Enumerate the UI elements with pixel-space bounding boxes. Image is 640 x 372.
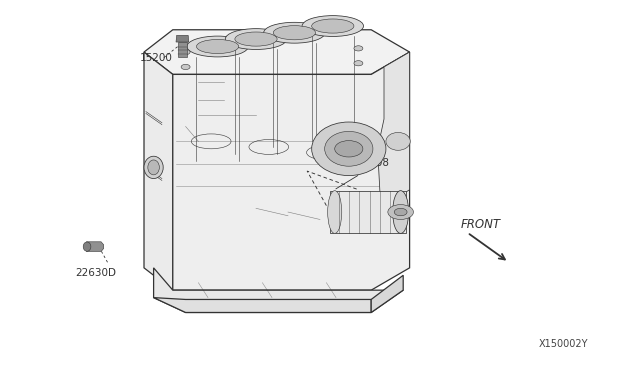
Circle shape: [181, 64, 190, 70]
Polygon shape: [154, 268, 403, 312]
Polygon shape: [330, 190, 406, 234]
Polygon shape: [178, 42, 187, 57]
Polygon shape: [86, 242, 104, 251]
Circle shape: [335, 141, 363, 157]
Polygon shape: [378, 52, 410, 208]
Polygon shape: [176, 35, 189, 42]
Polygon shape: [371, 275, 403, 312]
Polygon shape: [173, 52, 410, 290]
Text: FRONT: FRONT: [461, 218, 500, 231]
Ellipse shape: [235, 32, 277, 46]
Circle shape: [388, 205, 413, 219]
Ellipse shape: [225, 29, 287, 49]
Ellipse shape: [302, 16, 364, 36]
Circle shape: [394, 208, 407, 216]
Ellipse shape: [312, 122, 386, 176]
Ellipse shape: [148, 160, 159, 175]
Ellipse shape: [324, 131, 373, 166]
Ellipse shape: [144, 156, 163, 179]
Polygon shape: [144, 52, 173, 290]
Ellipse shape: [386, 132, 410, 150]
Polygon shape: [154, 298, 371, 312]
Text: 22630D: 22630D: [76, 269, 116, 278]
Polygon shape: [144, 30, 410, 74]
Ellipse shape: [196, 39, 239, 54]
Ellipse shape: [187, 36, 248, 57]
Ellipse shape: [83, 242, 91, 251]
Circle shape: [354, 46, 363, 51]
Ellipse shape: [264, 22, 325, 43]
Circle shape: [181, 49, 190, 55]
Text: 15200: 15200: [140, 53, 172, 62]
Circle shape: [354, 61, 363, 66]
Ellipse shape: [393, 190, 409, 234]
Ellipse shape: [312, 19, 354, 33]
Ellipse shape: [328, 190, 342, 234]
Ellipse shape: [273, 26, 316, 40]
Text: 15208: 15208: [357, 158, 390, 168]
Text: X150002Y: X150002Y: [538, 339, 588, 349]
